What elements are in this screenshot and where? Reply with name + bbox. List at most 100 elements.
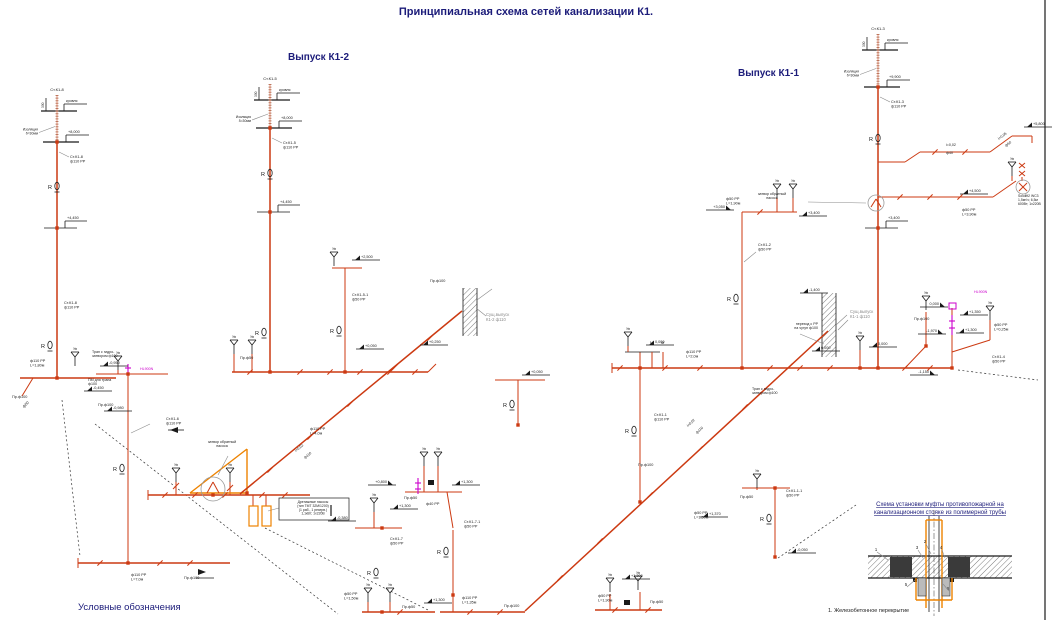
callout-leader: [876, 551, 889, 561]
revision-symbol-label: R: [255, 331, 259, 337]
fixture-symbol: [229, 467, 235, 474]
label-text: Ст.К1-5-1 ф50 РР: [352, 293, 368, 301]
floor-flag-label: +4,450: [67, 216, 79, 220]
callout-number: 4: [940, 545, 943, 550]
elevation-flag-tick: [107, 406, 112, 411]
insulation-label: Изоляция δ=30мм: [844, 70, 860, 78]
elevation-value: 0,000: [821, 346, 831, 350]
fixture-symbol: [373, 497, 379, 504]
junction-dot: [268, 210, 272, 214]
label-text: Пр.ф100: [430, 279, 445, 283]
callout-leader: [941, 549, 946, 559]
callout-number: 6: [947, 586, 950, 591]
revision-symbol-label: R: [330, 329, 334, 335]
label-text: i=0,02: [686, 418, 696, 428]
branch-tick: [347, 401, 353, 407]
fixture-label: Ув: [608, 573, 612, 577]
leader-line: [743, 251, 757, 263]
fixture-symbol: [989, 305, 995, 312]
fixture-symbol: [369, 497, 375, 504]
branch-tick: [357, 369, 363, 375]
label-text: ф50 РР L=1,90м: [726, 197, 741, 205]
revision-symbol-label: R: [503, 403, 507, 409]
fixture-label: Ув: [232, 335, 236, 339]
branch-tick: [787, 363, 793, 369]
floor-flag-label: +3,400: [888, 216, 900, 220]
outlet-k1-1-label: Выпуск К1-1: [738, 68, 800, 79]
fixture-label: Ув: [775, 179, 779, 183]
elevation-flag-tick: [87, 386, 92, 391]
dashed-line: [61, 399, 81, 557]
leader-line: [807, 201, 867, 204]
fixture-label: Ув: [372, 493, 376, 497]
elevation-value: +0,250: [429, 340, 441, 344]
fixture-label: Ув: [332, 247, 336, 251]
detail-title: канализационном стояке из полимерной тру…: [874, 509, 1006, 516]
leader-line: [835, 314, 848, 326]
branch-tick: [157, 560, 163, 566]
pump-unit: [248, 505, 259, 527]
branch-tick: [467, 609, 473, 615]
branch-tick: [927, 365, 933, 371]
branch-tick: [162, 492, 168, 498]
junction-dot: [126, 372, 130, 376]
revision-symbol: [54, 181, 60, 191]
insulation-label: Изоляция δ=30мм: [23, 128, 39, 136]
branch-tick: [902, 365, 908, 371]
elevation-value: -0,950: [109, 361, 120, 365]
elevation-flag-tick: [940, 302, 945, 307]
label-text: ф50 РР L=1,50м: [344, 592, 359, 600]
elevation-flag-tick: [103, 361, 108, 366]
revision-symbol-label: R: [41, 344, 45, 350]
junction-dot: [924, 344, 928, 348]
detail-note: 1. Железобетонное перекрытие: [828, 608, 910, 614]
leader-line: [879, 96, 891, 103]
label-text: ф110 РР L=1,80м: [30, 359, 46, 367]
elevation-value: +1,300: [399, 504, 411, 508]
elevation-value: +1,300: [631, 574, 643, 578]
wall-hatch: [463, 288, 477, 336]
label-text: ф110: [303, 451, 312, 460]
callout-leader: [906, 579, 916, 588]
revision-symbol-label: R: [367, 571, 371, 577]
elevation-flag-tick: [388, 480, 393, 485]
fixture-label: Ув: [636, 571, 640, 575]
fixture-symbol: [171, 467, 177, 474]
pipe-line: [427, 363, 437, 373]
revision-symbol-label: R: [113, 467, 117, 473]
fixture-symbol: [117, 355, 123, 362]
pipe-line: [989, 135, 1013, 153]
leader-line: [475, 307, 487, 317]
fixture-label: Ув: [366, 583, 370, 587]
label-text: ф110 РР L=7,0м: [131, 573, 147, 581]
junction-dot: [950, 366, 954, 370]
elevation-value: -0,380: [337, 516, 348, 520]
branch-tick: [767, 365, 773, 371]
revision-symbol: [373, 567, 379, 577]
branch-tick: [387, 369, 393, 375]
roof-flag-label: кровля: [887, 38, 898, 42]
branch-tick: [187, 560, 193, 566]
label-text: ф50: [22, 401, 30, 409]
branch-tick: [307, 434, 313, 440]
elevation-value: +1,300: [461, 480, 473, 484]
elevation-flag-tick: [938, 329, 943, 334]
pipe-line: [226, 484, 234, 492]
elevation-value: 0,000: [655, 340, 665, 344]
pump-outline: [189, 448, 248, 494]
pipe-line: [446, 491, 454, 529]
fixture-symbol: [637, 575, 643, 582]
floor-flag-label: +8,000: [68, 130, 80, 134]
label-text: Трап с гидро-затвором ф100: [752, 387, 778, 395]
label-text: Ст.К1-7 ф50 РР: [390, 537, 404, 545]
label-text: затвор обратный насоса: [208, 440, 236, 448]
fixture-symbol: [367, 587, 373, 594]
leader-line: [476, 288, 493, 301]
revision-symbol-label: R: [727, 297, 731, 303]
branch-tick: [397, 609, 403, 615]
label-text: М: [661, 340, 664, 345]
elevation-value: +1,300: [433, 598, 445, 602]
fixture-symbol: [419, 451, 425, 458]
label-text: ф40: [946, 151, 953, 155]
pump-circle: [200, 476, 226, 502]
